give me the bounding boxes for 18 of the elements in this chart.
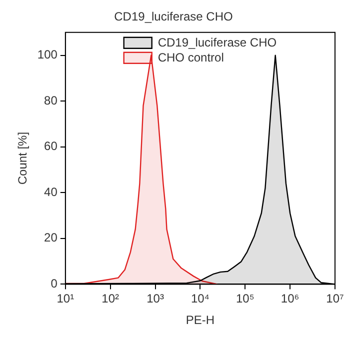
x-tick-label: 10⁵ bbox=[236, 292, 254, 306]
legend-label: CHO control bbox=[158, 50, 224, 65]
y-tick-label: 40 bbox=[44, 184, 58, 199]
y-axis-title: Count [%] bbox=[16, 132, 30, 185]
x-tick-label: 10⁷ bbox=[326, 292, 344, 306]
x-tick-label: 10² bbox=[102, 292, 120, 306]
x-tick-label: 10⁴ bbox=[190, 292, 210, 306]
y-tick-label: 0 bbox=[50, 276, 58, 291]
chart-title: CD19_luciferase CHO bbox=[114, 10, 233, 24]
x-tick-label: 10¹ bbox=[56, 292, 74, 306]
x-tick-label: 10³ bbox=[146, 292, 164, 306]
x-axis-title: PE-H bbox=[186, 313, 215, 328]
x-tick-label: 10⁶ bbox=[280, 292, 300, 306]
y-tick-label: 20 bbox=[44, 230, 58, 245]
y-tick-label: 60 bbox=[44, 139, 58, 154]
y-tick-label: 100 bbox=[37, 48, 58, 62]
y-tick-label: 80 bbox=[44, 93, 58, 108]
legend-label: CD19_luciferase CHO bbox=[158, 36, 277, 50]
